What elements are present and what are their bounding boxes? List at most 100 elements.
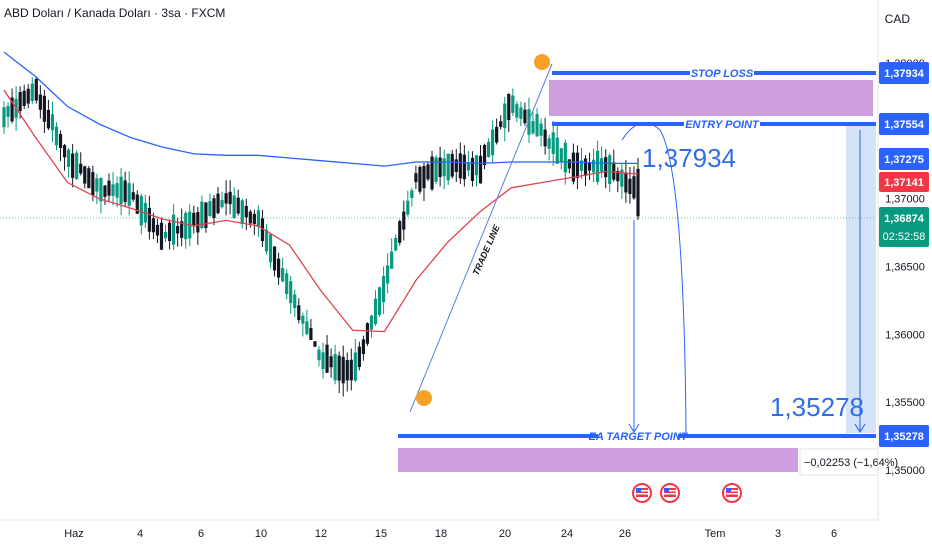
candle-body — [531, 121, 535, 134]
time-axis-tick: 15 — [375, 528, 387, 540]
stop-loss-zone — [549, 80, 873, 116]
candle-body — [285, 273, 289, 295]
projection-band — [846, 125, 876, 433]
candle-body — [612, 162, 616, 180]
candle-body — [604, 157, 608, 178]
candle-body — [240, 200, 244, 225]
candle-body — [236, 197, 240, 214]
candle-body — [131, 192, 135, 200]
candle-body — [579, 160, 584, 171]
price-axis-tick: 1,35000 — [885, 465, 925, 477]
candle-body — [30, 83, 34, 101]
candle-body — [438, 157, 442, 178]
candle-body — [309, 327, 313, 340]
candle-body — [50, 114, 55, 131]
time-axis-tick: 12 — [315, 528, 327, 540]
projection-arrow-head — [854, 423, 866, 433]
candle-body — [410, 190, 414, 198]
candle-body — [289, 281, 293, 304]
candle-body — [67, 149, 71, 167]
ema-slow-price-tag: 1,37275 — [879, 148, 929, 170]
candle-body — [369, 315, 374, 330]
candle-body — [600, 158, 604, 172]
time-axis-tick: Haz — [64, 528, 84, 540]
candle-body — [418, 166, 422, 192]
candle-body — [377, 287, 382, 315]
candle-body — [466, 162, 470, 171]
candle-body — [491, 129, 495, 156]
candle-body — [91, 172, 95, 196]
time-axis-tick: 20 — [499, 528, 511, 540]
candle-body — [624, 172, 628, 193]
candle-body — [10, 97, 14, 122]
candle-body — [386, 265, 390, 284]
candle-body — [575, 152, 580, 178]
candle-body — [216, 193, 220, 214]
candle-body — [317, 349, 321, 361]
candle-body — [297, 305, 301, 321]
candle-body — [422, 166, 426, 189]
candle-body — [204, 202, 208, 228]
candle-body — [559, 148, 563, 162]
candle-body — [523, 109, 527, 124]
candle-body — [519, 107, 523, 119]
svg-text:1,37934: 1,37934 — [884, 68, 925, 80]
symbol-title[interactable]: ABD Doları / Kanada Doları · 3sa · FXCM — [4, 6, 226, 20]
candle-body — [333, 354, 337, 381]
candle-body — [349, 359, 353, 381]
candle-body — [527, 109, 531, 135]
time-axis-tick: 18 — [435, 528, 447, 540]
time-axis[interactable]: Haz 4 6 10 12 15 18 20 24 26 Tem 3 6 — [64, 528, 837, 540]
candle-body — [172, 214, 176, 245]
candle-body — [406, 200, 410, 215]
candle-body — [571, 152, 575, 182]
candle-body — [180, 221, 184, 238]
candle-body — [244, 205, 248, 218]
svg-text:1,37141: 1,37141 — [884, 177, 924, 189]
price-axis-tick: 1,35500 — [885, 397, 925, 409]
candle-body — [628, 178, 632, 195]
candle-body — [620, 169, 624, 187]
candle-body — [123, 180, 127, 202]
candle-body — [547, 138, 551, 149]
candle-body — [159, 222, 164, 250]
candle-body — [281, 268, 285, 282]
candle-body — [414, 173, 418, 183]
candle-body — [139, 195, 143, 226]
swing-low-marker — [416, 390, 432, 406]
candle-body — [434, 157, 438, 182]
us-event-icon[interactable] — [660, 483, 680, 503]
candle-body — [95, 178, 99, 192]
currency-label[interactable]: CAD — [884, 12, 910, 26]
candle-body — [329, 356, 333, 368]
candle-body — [446, 153, 450, 181]
candle-body — [636, 168, 640, 217]
ema-slow-line — [3, 51, 638, 167]
big-price-upper: 1,37934 — [642, 143, 736, 173]
time-axis-tick: 6 — [198, 528, 204, 540]
candle-body — [276, 258, 281, 278]
candle-body — [563, 142, 567, 173]
candle-body — [192, 212, 196, 227]
candle-body — [147, 207, 151, 232]
candles-layer — [2, 77, 640, 397]
candle-body — [361, 339, 366, 355]
candle-body — [184, 212, 188, 240]
candle-body — [293, 294, 297, 309]
candle-body — [499, 121, 503, 127]
current-price-tag: 1,36874 02:52:58 — [879, 207, 929, 247]
candle-body — [551, 132, 555, 154]
svg-text:02:52:58: 02:52:58 — [883, 231, 926, 243]
svg-text:1,36874: 1,36874 — [884, 213, 925, 225]
candle-body — [365, 323, 370, 344]
candle-body — [596, 150, 600, 182]
measure-text: −0,02253 (−1,64%) — [804, 457, 898, 469]
us-event-icon[interactable] — [722, 483, 742, 503]
candle-body — [337, 355, 341, 381]
candle-body — [511, 95, 515, 113]
candle-body — [115, 183, 119, 198]
us-event-icon[interactable] — [632, 483, 652, 503]
candle-body — [515, 104, 519, 118]
candle-body — [539, 123, 543, 136]
